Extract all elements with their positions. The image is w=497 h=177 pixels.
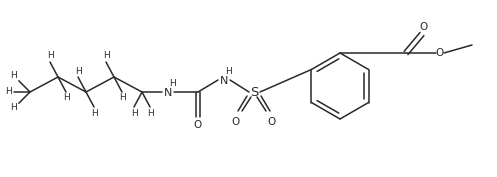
Text: N: N (164, 88, 172, 98)
Text: H: H (131, 109, 137, 118)
Text: N: N (220, 76, 228, 86)
Text: H: H (4, 87, 11, 96)
Text: H: H (90, 109, 97, 118)
Text: O: O (419, 22, 427, 32)
Text: H: H (169, 79, 176, 88)
Text: H: H (119, 93, 125, 102)
Text: S: S (250, 87, 258, 99)
Text: O: O (232, 117, 240, 127)
Text: O: O (268, 117, 276, 127)
Text: H: H (63, 93, 70, 102)
Text: H: H (10, 71, 17, 80)
Text: O: O (436, 48, 444, 58)
Text: H: H (75, 67, 82, 76)
Text: H: H (10, 103, 17, 112)
Text: H: H (226, 67, 233, 76)
Text: H: H (147, 109, 154, 118)
Text: O: O (194, 120, 202, 130)
Text: H: H (102, 52, 109, 61)
Text: H: H (47, 52, 53, 61)
